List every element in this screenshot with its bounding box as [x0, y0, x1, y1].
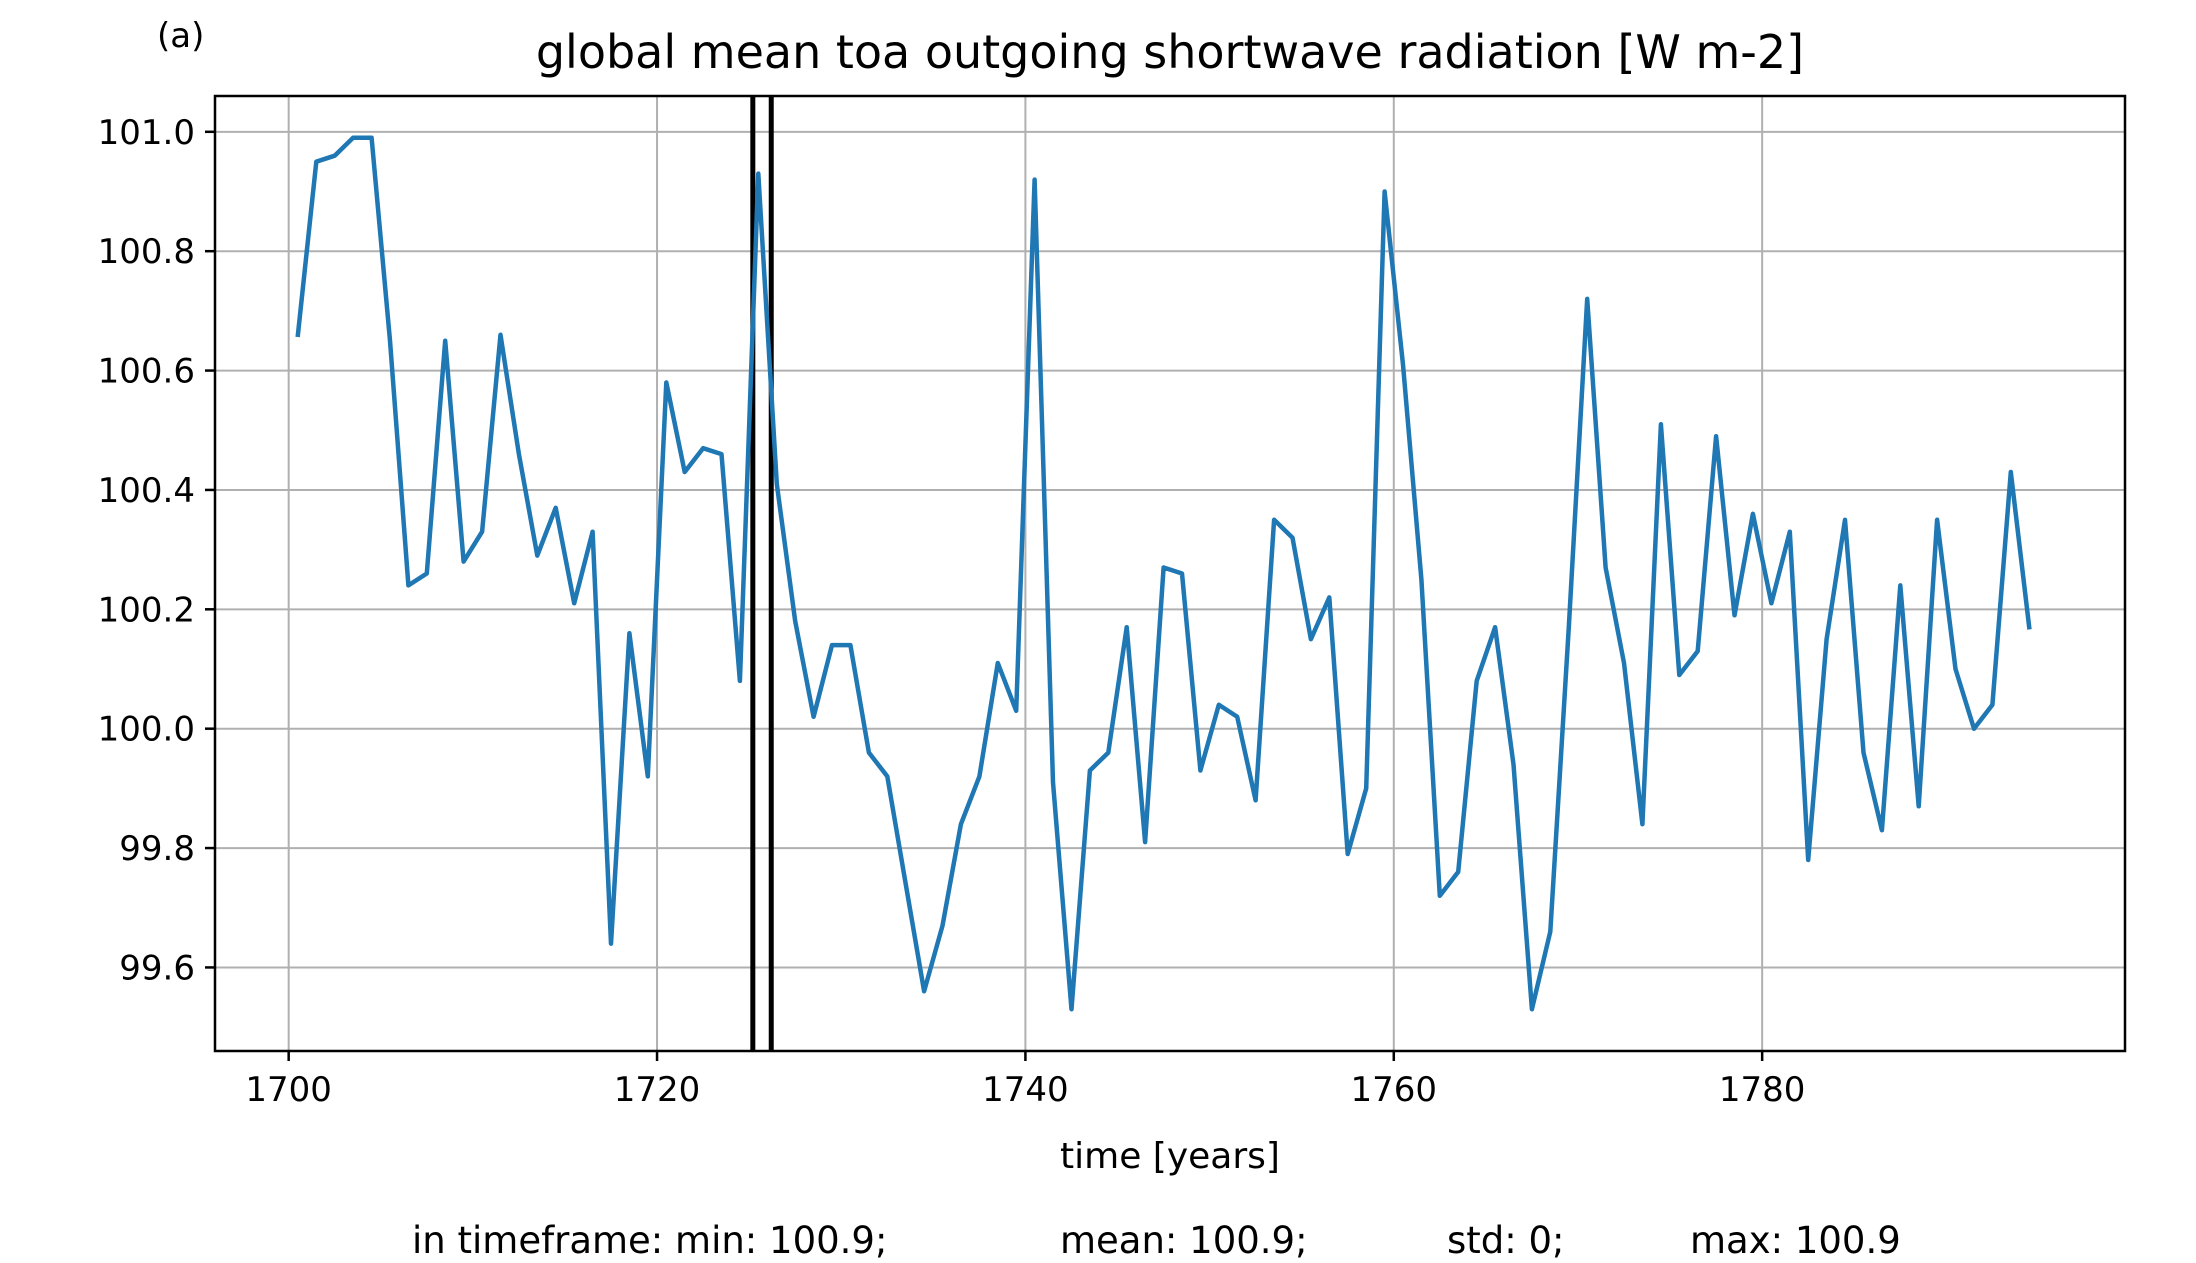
x-tick-label-1720: 1720 — [614, 1070, 701, 1110]
y-tick-label-100.6: 100.6 — [98, 352, 195, 392]
series-line-0 — [295, 135, 2032, 1012]
x-tick-label-1700: 1700 — [245, 1070, 332, 1110]
x-tick-label-1740: 1740 — [982, 1070, 1069, 1110]
stats-max: max: 100.9 — [1690, 1219, 1901, 1262]
panel-label: (a) — [157, 16, 204, 56]
series-layer — [295, 135, 2032, 1012]
stats-min: in timeframe: min: 100.9; — [412, 1219, 887, 1262]
y-tick-label-99.6: 99.6 — [119, 948, 195, 988]
timeframe-markers — [750, 96, 774, 1051]
axis-ticks: 1700 1720 1740 1760 1780 99.6 99.8 100.0 100.2 10… — [98, 113, 1806, 1110]
plot-frame — [213, 94, 2127, 1053]
y-tick-label-101.0: 101.0 — [98, 113, 195, 153]
x-tick-label-1760: 1760 — [1351, 1070, 1438, 1110]
y-tick-label-100.0: 100.0 — [98, 710, 195, 750]
x-tick-label-1780: 1780 — [1719, 1070, 1806, 1110]
stats-mean: mean: 100.9; — [1060, 1219, 1308, 1262]
x-axis-label: time [years] — [1060, 1136, 1280, 1177]
y-tick-label-99.8: 99.8 — [119, 829, 195, 869]
y-tick-label-100.2: 100.2 — [98, 590, 195, 630]
y-tick-label-100.4: 100.4 — [98, 471, 195, 511]
stats-std: std: 0; — [1447, 1219, 1565, 1262]
chart-title: global mean toa outgoing shortwave radia… — [536, 25, 1804, 79]
grid-lines — [215, 96, 2125, 1051]
y-tick-label-100.8: 100.8 — [98, 232, 195, 272]
